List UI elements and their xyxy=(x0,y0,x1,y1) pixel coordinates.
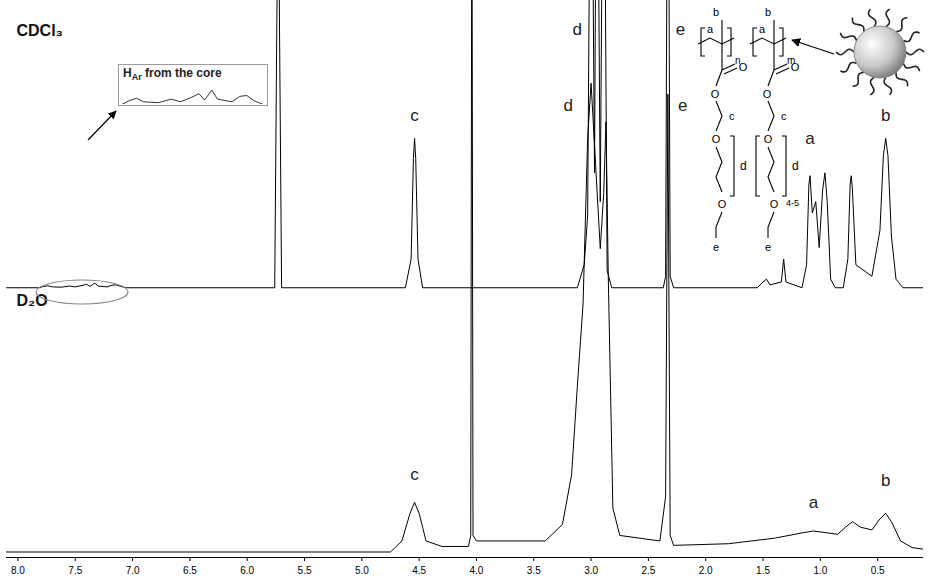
svg-text:e: e xyxy=(765,241,771,253)
svg-text:O: O xyxy=(718,198,727,210)
svg-text:e: e xyxy=(713,241,719,253)
svg-text:b: b xyxy=(881,106,890,125)
svg-text:O: O xyxy=(712,133,721,145)
svg-text:0.5: 0.5 xyxy=(871,565,885,576)
html-text:HArfrom the core: HArfrom the core xyxy=(123,66,222,83)
svg-text:e: e xyxy=(678,96,687,115)
svg-text:O: O xyxy=(791,61,800,73)
svg-text:d: d xyxy=(792,159,799,173)
svg-text:a: a xyxy=(707,23,714,35)
svg-text:d: d xyxy=(573,20,582,39)
svg-text:O: O xyxy=(763,88,772,100)
svg-text:3.5: 3.5 xyxy=(527,565,541,576)
svg-text:e: e xyxy=(676,20,685,39)
svg-text:D₂O: D₂O xyxy=(17,292,48,309)
svg-text:d: d xyxy=(563,96,572,115)
svg-text:O: O xyxy=(764,133,773,145)
svg-text:c: c xyxy=(410,465,419,484)
svg-text:d: d xyxy=(740,159,747,173)
svg-text:7.5: 7.5 xyxy=(68,565,82,576)
svg-text:O: O xyxy=(711,88,720,100)
svg-text:a: a xyxy=(759,23,766,35)
svg-text:4-5: 4-5 xyxy=(786,198,799,208)
svg-text:b: b xyxy=(713,6,719,18)
svg-text:2.0: 2.0 xyxy=(699,565,713,576)
svg-text:4.5: 4.5 xyxy=(412,565,426,576)
svg-text:c: c xyxy=(781,110,787,122)
svg-text:6.5: 6.5 xyxy=(183,565,197,576)
svg-text:6.0: 6.0 xyxy=(240,565,254,576)
svg-text:7.0: 7.0 xyxy=(126,565,140,576)
svg-text:c: c xyxy=(729,110,735,122)
svg-text:1.5: 1.5 xyxy=(756,565,770,576)
svg-text:2.5: 2.5 xyxy=(641,565,655,576)
svg-text:CDCl₃: CDCl₃ xyxy=(17,22,64,39)
svg-text:O: O xyxy=(770,198,779,210)
svg-text:c: c xyxy=(410,106,419,125)
svg-text:b: b xyxy=(765,6,771,18)
svg-text:a: a xyxy=(805,129,815,148)
svg-text:3.0: 3.0 xyxy=(584,565,598,576)
svg-text:a: a xyxy=(809,493,819,512)
svg-text:1.0: 1.0 xyxy=(813,565,827,576)
svg-text:5.0: 5.0 xyxy=(355,565,369,576)
svg-text:b: b xyxy=(881,471,890,490)
svg-text:4.0: 4.0 xyxy=(470,565,484,576)
svg-text:O: O xyxy=(739,61,748,73)
svg-text:5.5: 5.5 xyxy=(298,565,312,576)
svg-text:8.0: 8.0 xyxy=(11,565,25,576)
